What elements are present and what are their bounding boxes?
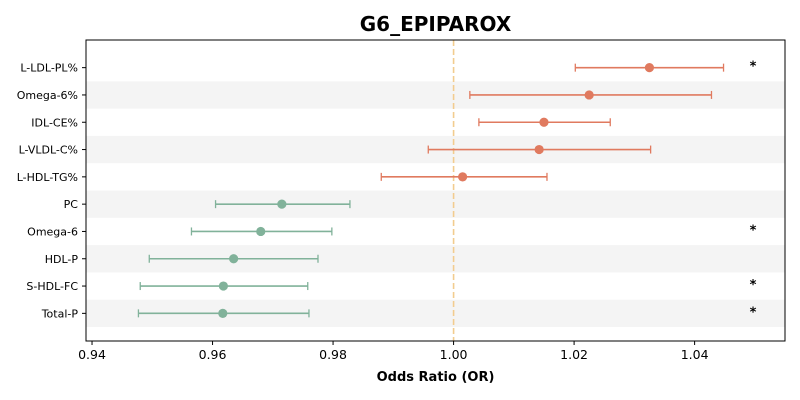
or-point [229, 254, 239, 264]
or-point [539, 117, 549, 127]
row-shading [86, 81, 785, 327]
or-point [218, 281, 228, 291]
y-tick-label: IDL-CE% [31, 116, 78, 129]
or-point [277, 199, 287, 209]
odds-ratio-points [218, 63, 655, 318]
x-tick-label: 1.00 [440, 347, 468, 362]
significance-star: * [750, 223, 757, 238]
significance-star: * [750, 305, 757, 320]
y-tick-label: L-HDL-TG% [17, 171, 78, 184]
x-axis-ticks: 0.94 0.96 0.98 1.00 1.02 1.04 [78, 341, 709, 362]
y-tick-label: L-LDL-PL% [20, 62, 78, 75]
y-tick-label: Omega-6% [17, 89, 78, 102]
y-axis-ticks: L-LDL-PL% Omega-6% IDL-CE% L-VLDL-C% L-HDL-T… [17, 62, 86, 320]
or-point [458, 172, 468, 182]
x-tick-label: 0.98 [319, 347, 347, 362]
x-tick-label: 1.04 [681, 347, 709, 362]
row-shade [86, 190, 785, 218]
x-tick-label: 1.02 [560, 347, 588, 362]
x-tick-label: 0.96 [199, 347, 227, 362]
significance-marks: * * * * [750, 60, 757, 321]
y-tick-label: PC [64, 198, 79, 211]
or-point [644, 63, 655, 73]
y-tick-label: L-VLDL-C% [19, 144, 78, 157]
chart-title: G6_EPIPAROX [360, 12, 512, 36]
x-tick-label: 0.94 [78, 347, 106, 362]
x-axis-label: Odds Ratio (OR) [377, 370, 495, 385]
or-point [256, 226, 266, 237]
or-point [218, 308, 228, 318]
significance-star: * [750, 60, 757, 75]
or-point [584, 90, 594, 100]
significance-star: * [750, 278, 757, 293]
or-point [534, 144, 544, 155]
y-tick-label: S-HDL-FC [26, 280, 78, 293]
y-tick-label: Omega-6 [27, 225, 78, 238]
y-tick-label: HDL-P [45, 253, 79, 266]
plot-frame [85, 39, 786, 342]
y-tick-label: Total-P [41, 307, 79, 320]
